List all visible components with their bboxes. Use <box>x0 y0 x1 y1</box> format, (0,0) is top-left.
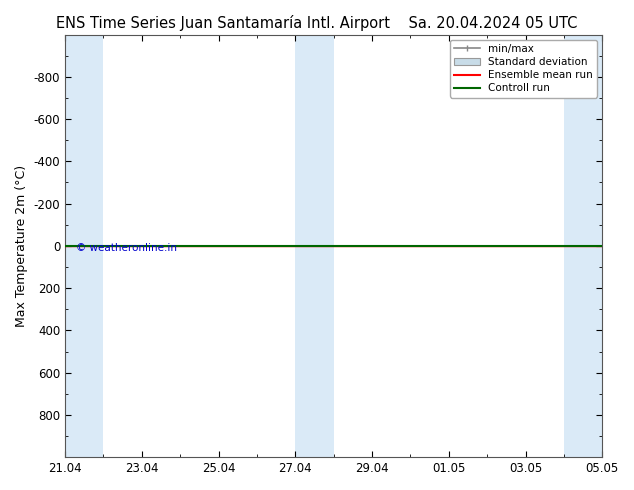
Text: ENS Time Series Juan Santamaría Intl. Airport    Sa. 20.04.2024 05 UTC: ENS Time Series Juan Santamaría Intl. Ai… <box>56 15 578 31</box>
Bar <box>564 35 602 457</box>
Legend: min/max, Standard deviation, Ensemble mean run, Controll run: min/max, Standard deviation, Ensemble me… <box>450 40 597 98</box>
Bar <box>295 35 333 457</box>
Bar <box>65 35 103 457</box>
Text: © weatheronline.in: © weatheronline.in <box>76 243 177 253</box>
Y-axis label: Max Temperature 2m (°C): Max Temperature 2m (°C) <box>15 165 28 327</box>
